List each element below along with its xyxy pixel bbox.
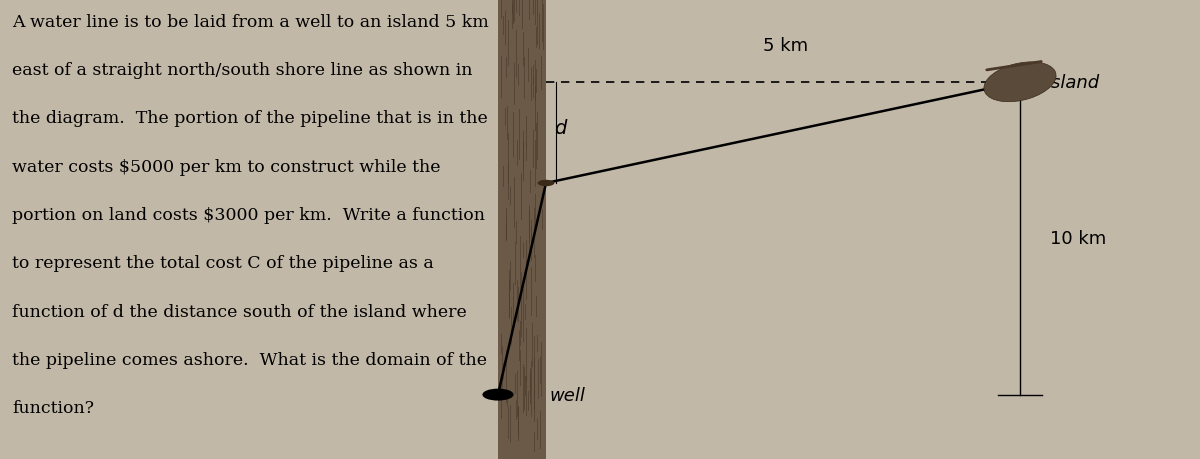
Text: function?: function? — [12, 399, 94, 416]
Text: to represent the total cost C of the pipeline as a: to represent the total cost C of the pip… — [12, 255, 433, 272]
Text: water costs $5000 per km to construct while the: water costs $5000 per km to construct wh… — [12, 158, 440, 175]
Text: the pipeline comes ashore.  What is the domain of the: the pipeline comes ashore. What is the d… — [12, 351, 487, 368]
Bar — [498, 0, 546, 459]
Text: the diagram.  The portion of the pipeline that is in the: the diagram. The portion of the pipeline… — [12, 110, 487, 127]
Circle shape — [538, 180, 554, 187]
Text: 5 km: 5 km — [763, 37, 809, 55]
FancyArrowPatch shape — [986, 62, 1042, 71]
Circle shape — [482, 389, 514, 401]
Ellipse shape — [984, 63, 1056, 102]
Text: east of a straight north/south shore line as shown in: east of a straight north/south shore lin… — [12, 62, 473, 79]
Text: portion on land costs $3000 per km.  Write a function: portion on land costs $3000 per km. Writ… — [12, 207, 485, 224]
Text: A water line is to be laid from a well to an island 5 km: A water line is to be laid from a well t… — [12, 14, 488, 31]
Text: 10 km: 10 km — [1050, 230, 1106, 248]
Text: well: well — [550, 386, 586, 404]
Text: function of d the distance south of the island where: function of d the distance south of the … — [12, 303, 467, 320]
Text: d: d — [554, 119, 566, 138]
Text: island: island — [1046, 73, 1099, 92]
